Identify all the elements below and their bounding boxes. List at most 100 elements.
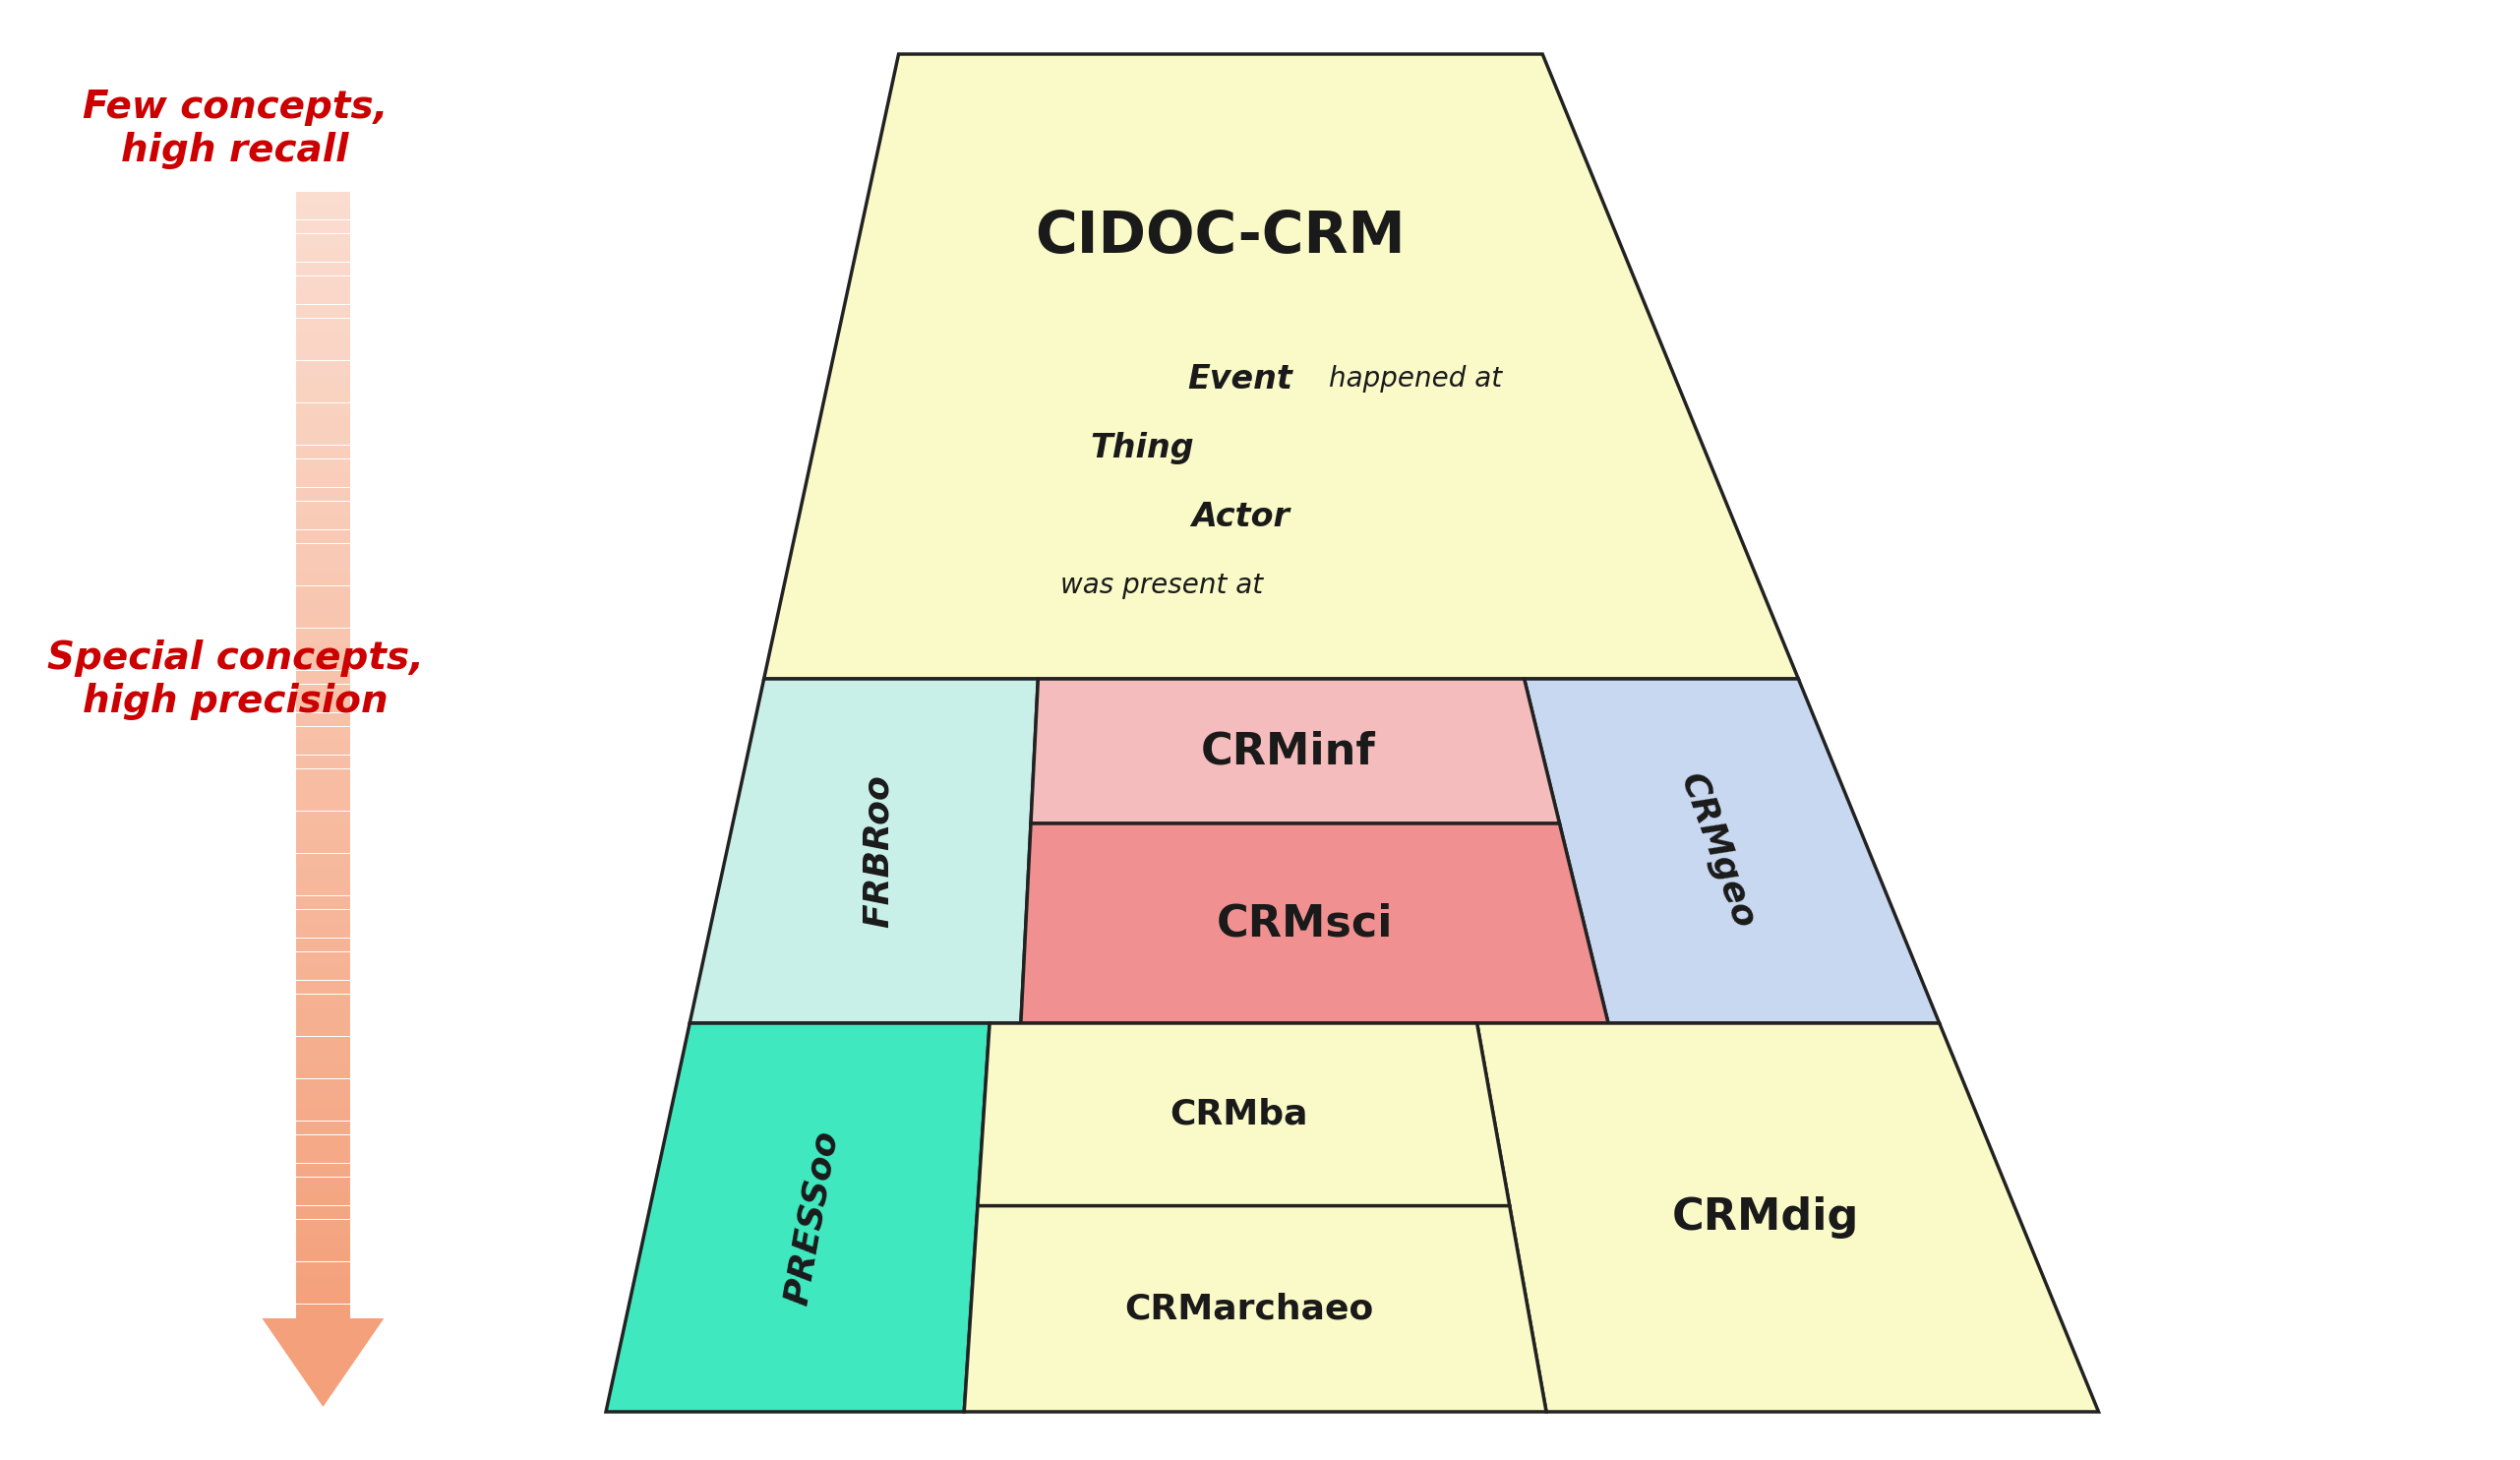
Bar (297, 431, 350, 445)
Bar (297, 1219, 350, 1234)
Bar (297, 840, 350, 853)
Text: happened at: happened at (1328, 365, 1502, 393)
Bar (297, 1206, 350, 1219)
Bar (297, 769, 350, 783)
Bar (297, 220, 350, 234)
Bar (297, 642, 350, 656)
Bar (297, 1304, 350, 1318)
Bar (297, 896, 350, 910)
Bar (297, 1022, 350, 1037)
Polygon shape (1031, 679, 1560, 823)
Bar (297, 1261, 350, 1276)
Polygon shape (262, 1318, 383, 1407)
Bar (297, 1121, 350, 1134)
Text: Thing: Thing (1091, 431, 1194, 464)
Bar (297, 755, 350, 768)
Polygon shape (1021, 823, 1608, 1023)
Bar (297, 191, 350, 206)
Text: Event: Event (1187, 362, 1293, 396)
Text: CRMsci: CRMsci (1217, 902, 1394, 945)
Bar (297, 291, 350, 304)
Bar (297, 1234, 350, 1247)
Bar (297, 530, 350, 543)
Polygon shape (764, 54, 1799, 679)
Bar (297, 502, 350, 515)
Bar (297, 742, 350, 755)
Bar (297, 924, 350, 937)
Bar (297, 600, 350, 613)
Bar (297, 1149, 350, 1164)
Bar (297, 1037, 350, 1050)
Bar (297, 276, 350, 291)
Bar (297, 234, 350, 248)
Text: CRMinf: CRMinf (1200, 730, 1376, 772)
Bar (297, 854, 350, 867)
Bar (297, 1164, 350, 1177)
Text: Few concepts,
high recall: Few concepts, high recall (83, 89, 388, 169)
Bar (297, 825, 350, 840)
Bar (297, 812, 350, 825)
Bar (297, 388, 350, 403)
Bar (297, 727, 350, 740)
Bar (297, 572, 350, 585)
Polygon shape (1477, 1023, 2099, 1412)
Bar (297, 1248, 350, 1261)
Text: Actor: Actor (1192, 501, 1290, 533)
Bar (297, 585, 350, 600)
Bar (297, 248, 350, 261)
Bar (297, 460, 350, 473)
Bar (297, 545, 350, 558)
Bar (297, 1276, 350, 1289)
Bar (297, 657, 350, 670)
Bar (297, 699, 350, 712)
Polygon shape (605, 1023, 990, 1412)
Bar (297, 361, 350, 374)
Bar (297, 783, 350, 797)
Bar (297, 628, 350, 642)
Text: FRBRoo: FRBRoo (862, 774, 895, 927)
Bar (297, 952, 350, 967)
Bar (297, 797, 350, 810)
Bar (297, 1291, 350, 1304)
Bar (297, 403, 350, 416)
Text: CRMgeo: CRMgeo (1673, 769, 1761, 933)
Bar (297, 515, 350, 530)
Bar (297, 1191, 350, 1204)
Bar (297, 967, 350, 980)
Bar (297, 685, 350, 698)
Bar (297, 1094, 350, 1107)
Bar (297, 882, 350, 895)
Polygon shape (690, 679, 1038, 1023)
Bar (297, 305, 350, 318)
Bar (297, 346, 350, 361)
Text: PRESSoo: PRESSoo (781, 1127, 844, 1307)
Text: Special concepts,
high precision: Special concepts, high precision (48, 639, 423, 720)
Bar (297, 333, 350, 346)
Bar (297, 615, 350, 628)
Bar (297, 318, 350, 333)
Bar (297, 910, 350, 924)
Bar (297, 670, 350, 685)
Polygon shape (965, 1206, 1547, 1412)
Bar (297, 263, 350, 276)
Bar (297, 375, 350, 388)
Bar (297, 473, 350, 488)
Text: was present at: was present at (1061, 572, 1263, 599)
Bar (297, 1079, 350, 1092)
Polygon shape (1525, 679, 1940, 1023)
Bar (297, 1107, 350, 1121)
Bar (297, 712, 350, 727)
Bar (297, 1064, 350, 1079)
Text: CIDOC-CRM: CIDOC-CRM (1036, 209, 1406, 264)
Bar (297, 939, 350, 952)
Bar (297, 558, 350, 571)
Text: CRMarchaeo: CRMarchaeo (1124, 1292, 1373, 1326)
Polygon shape (978, 1023, 1509, 1206)
Bar (297, 1009, 350, 1022)
Bar (297, 1051, 350, 1064)
Bar (297, 206, 350, 219)
Bar (297, 994, 350, 1007)
Bar (297, 445, 350, 458)
Bar (297, 867, 350, 882)
Bar (297, 1178, 350, 1191)
